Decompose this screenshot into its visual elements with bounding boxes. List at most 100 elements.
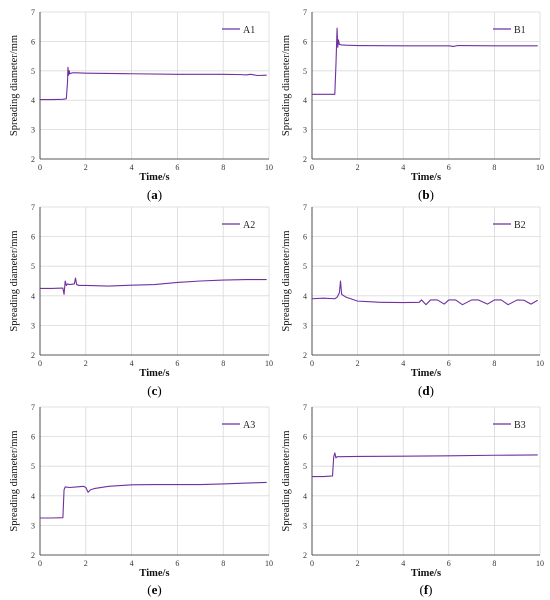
y-tick-label: 6 xyxy=(31,233,35,242)
legend-label: A1 xyxy=(243,25,255,36)
x-tick-label: 8 xyxy=(221,359,225,368)
y-tick-label: 2 xyxy=(31,551,35,560)
x-tick-label: 10 xyxy=(536,359,544,368)
y-tick-label: 5 xyxy=(303,462,307,471)
y-tick-label: 6 xyxy=(303,37,307,46)
legend-label: B2 xyxy=(514,220,526,231)
legend-label: B3 xyxy=(514,420,526,431)
x-tick-label: 6 xyxy=(175,359,179,368)
y-tick-label: 4 xyxy=(31,96,35,105)
y-tick-label: 5 xyxy=(303,262,307,271)
series-line xyxy=(40,66,267,101)
y-tick-label: 6 xyxy=(31,37,35,46)
y-tick-label: 7 xyxy=(303,203,307,212)
series-line xyxy=(40,481,267,519)
y-axis-label: Spreading diameter/mm xyxy=(9,35,20,136)
panel-caption: (b) xyxy=(418,187,434,202)
y-axis-label: Spreading diameter/mm xyxy=(281,230,292,331)
y-tick-label: 4 xyxy=(31,292,35,301)
y-axis-label: Spreading diameter/mm xyxy=(9,230,20,331)
x-tick-label: 0 xyxy=(38,359,42,368)
x-tick-label: 2 xyxy=(356,163,360,172)
y-tick-label: 3 xyxy=(303,321,307,330)
series-line xyxy=(40,277,267,295)
y-tick-label: 5 xyxy=(303,67,307,76)
x-tick-label: 2 xyxy=(84,359,88,368)
y-tick-label: 7 xyxy=(31,8,35,17)
x-tick-label: 8 xyxy=(492,559,496,568)
y-tick-label: 6 xyxy=(303,233,307,242)
panel-caption: (a) xyxy=(147,187,162,202)
x-tick-label: 4 xyxy=(130,559,134,568)
y-axis-label: Spreading diameter/mm xyxy=(9,430,20,531)
legend-label: A2 xyxy=(243,220,255,231)
x-tick-label: 2 xyxy=(84,559,88,568)
series-line xyxy=(311,280,538,306)
x-tick-label: 10 xyxy=(265,163,273,172)
x-tick-label: 4 xyxy=(401,359,405,368)
y-tick-label: 4 xyxy=(31,492,35,501)
x-tick-label: 10 xyxy=(265,359,273,368)
y-tick-label: 7 xyxy=(31,203,35,212)
x-tick-label: 6 xyxy=(175,559,179,568)
y-tick-label: 3 xyxy=(31,126,35,135)
x-tick-label: 2 xyxy=(84,163,88,172)
panel-caption: (f) xyxy=(419,582,432,597)
x-tick-label: 0 xyxy=(310,163,314,172)
y-tick-label: 6 xyxy=(31,433,35,442)
series-line xyxy=(312,27,538,95)
y-tick-label: 6 xyxy=(303,433,307,442)
x-tick-label: 10 xyxy=(536,559,544,568)
x-tick-label: 4 xyxy=(130,359,134,368)
x-tick-label: 4 xyxy=(130,163,134,172)
x-tick-label: 8 xyxy=(492,359,496,368)
y-tick-label: 3 xyxy=(303,521,307,530)
panel-caption: (e) xyxy=(147,582,161,597)
y-tick-label: 3 xyxy=(303,126,307,135)
y-tick-label: 2 xyxy=(303,351,307,360)
y-tick-label: 5 xyxy=(31,462,35,471)
y-tick-label: 7 xyxy=(303,403,307,412)
x-tick-label: 4 xyxy=(401,163,405,172)
x-tick-label: 6 xyxy=(447,359,451,368)
y-tick-label: 2 xyxy=(31,351,35,360)
y-tick-label: 5 xyxy=(31,67,35,76)
x-axis-label: Time/s xyxy=(139,568,169,579)
y-tick-label: 4 xyxy=(303,292,307,301)
y-tick-label: 7 xyxy=(303,8,307,17)
x-tick-label: 10 xyxy=(265,559,273,568)
x-tick-label: 6 xyxy=(447,163,451,172)
x-tick-label: 8 xyxy=(221,559,225,568)
x-axis-label: Time/s xyxy=(411,172,441,183)
x-tick-label: 0 xyxy=(38,163,42,172)
x-tick-label: 0 xyxy=(310,559,314,568)
x-tick-label: 0 xyxy=(38,559,42,568)
panel-caption: (c) xyxy=(147,383,161,398)
y-tick-label: 4 xyxy=(303,492,307,501)
y-tick-label: 2 xyxy=(303,155,307,164)
x-tick-label: 10 xyxy=(536,163,544,172)
x-tick-label: 2 xyxy=(356,359,360,368)
legend-label: A3 xyxy=(243,420,255,431)
x-axis-label: Time/s xyxy=(139,172,169,183)
y-tick-label: 2 xyxy=(303,551,307,560)
y-tick-label: 4 xyxy=(303,96,307,105)
y-axis-label: Spreading diameter/mm xyxy=(281,35,292,136)
x-tick-label: 6 xyxy=(447,559,451,568)
y-tick-label: 7 xyxy=(31,403,35,412)
y-tick-label: 3 xyxy=(31,321,35,330)
y-tick-label: 5 xyxy=(31,262,35,271)
x-tick-label: 2 xyxy=(356,559,360,568)
series-line xyxy=(312,452,538,478)
x-axis-label: Time/s xyxy=(411,568,441,579)
x-axis-label: Time/s xyxy=(411,368,441,379)
x-tick-label: 8 xyxy=(492,163,496,172)
x-tick-label: 0 xyxy=(310,359,314,368)
x-tick-label: 6 xyxy=(175,163,179,172)
